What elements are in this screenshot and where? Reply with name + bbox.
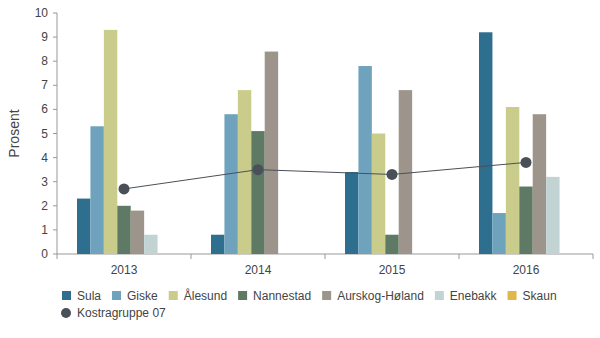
y-tick-label: 9 xyxy=(41,30,48,44)
legend-label: Kostragruppe 07 xyxy=(77,306,166,320)
y-tick-label: 6 xyxy=(41,102,48,116)
y-axis xyxy=(57,13,58,254)
bar xyxy=(251,131,264,254)
x-band-tick xyxy=(593,254,594,259)
legend-item: Ålesund xyxy=(169,288,227,303)
line-marker xyxy=(521,157,532,168)
line-marker xyxy=(119,183,130,194)
bar xyxy=(211,235,224,254)
x-band-tick xyxy=(459,254,460,259)
legend-swatch xyxy=(61,308,71,318)
y-tick xyxy=(53,205,57,206)
legend-swatch xyxy=(435,291,444,300)
legend-label: Skaun xyxy=(523,289,557,303)
bar xyxy=(117,206,130,254)
legend-item: Aurskog-Høland xyxy=(322,289,424,303)
bar xyxy=(519,187,532,254)
legend-swatch xyxy=(238,291,247,300)
bar xyxy=(492,213,505,254)
x-band-tick xyxy=(57,254,58,259)
y-tick xyxy=(53,61,57,62)
y-tick-label: 7 xyxy=(41,78,48,92)
y-tick xyxy=(53,181,57,182)
x-tick-label: 2016 xyxy=(513,263,540,277)
line xyxy=(124,162,526,189)
bar xyxy=(104,30,117,254)
bar xyxy=(265,52,278,254)
bar xyxy=(131,211,144,254)
line-marker xyxy=(253,164,264,175)
legend-swatch xyxy=(62,291,71,300)
x-band-tick xyxy=(325,254,326,259)
legend-label: Giske xyxy=(127,289,158,303)
y-tick xyxy=(53,229,57,230)
x-tick-label: 2015 xyxy=(379,263,406,277)
x-tick-label: 2014 xyxy=(245,263,272,277)
legend-item: Nannestad xyxy=(238,289,311,303)
line-marker xyxy=(387,169,398,180)
legend-label: Aurskog-Høland xyxy=(337,289,424,303)
legend-item: Skaun xyxy=(508,289,557,303)
legend-swatch xyxy=(169,291,178,300)
legend-item: Giske xyxy=(112,289,158,303)
bar xyxy=(90,126,103,254)
y-tick xyxy=(53,13,57,14)
y-tick-label: 10 xyxy=(35,6,49,20)
legend-item: Kostragruppe 07 xyxy=(61,306,166,320)
legend-swatch xyxy=(322,291,331,300)
bar xyxy=(385,235,398,254)
y-axis-label: Prosent xyxy=(6,109,22,157)
y-tick xyxy=(53,254,57,255)
x-band-tick xyxy=(191,254,192,259)
y-tick-label: 1 xyxy=(41,223,48,237)
bar xyxy=(224,114,237,254)
bar xyxy=(479,32,492,254)
legend-item: Sula xyxy=(62,289,101,303)
bar xyxy=(144,235,157,254)
y-tick-label: 2 xyxy=(41,199,48,213)
y-tick xyxy=(53,109,57,110)
y-tick xyxy=(53,37,57,38)
bar xyxy=(345,172,358,254)
y-tick-label: 8 xyxy=(41,54,48,68)
bar xyxy=(533,114,546,254)
chart: 0 1 2 3 4 5 6 7 8 9 10 Prosent 2013 2014 2015 2016 Sula G… xyxy=(0,0,600,338)
legend-label: Ålesund xyxy=(184,288,227,303)
y-tick-label: 4 xyxy=(41,151,48,165)
legend-swatch xyxy=(508,291,517,300)
bar xyxy=(77,199,90,254)
y-tick xyxy=(53,85,57,86)
y-tick xyxy=(53,157,57,158)
bar xyxy=(506,107,519,254)
bar xyxy=(546,177,559,254)
bar xyxy=(358,66,371,254)
legend-label: Sula xyxy=(77,289,101,303)
legend-label: Nannestad xyxy=(253,289,311,303)
plot-area xyxy=(77,30,560,254)
legend-label: Enebakk xyxy=(450,289,498,303)
bar xyxy=(372,134,385,255)
y-tick-label: 3 xyxy=(41,175,48,189)
legend-item: Enebakk xyxy=(435,289,498,303)
legend-swatch xyxy=(112,291,121,300)
y-tick-label: 5 xyxy=(41,127,48,141)
x-tick-label: 2013 xyxy=(111,263,138,277)
y-tick xyxy=(53,133,57,134)
y-tick-label: 0 xyxy=(41,247,48,261)
bar xyxy=(399,90,412,254)
